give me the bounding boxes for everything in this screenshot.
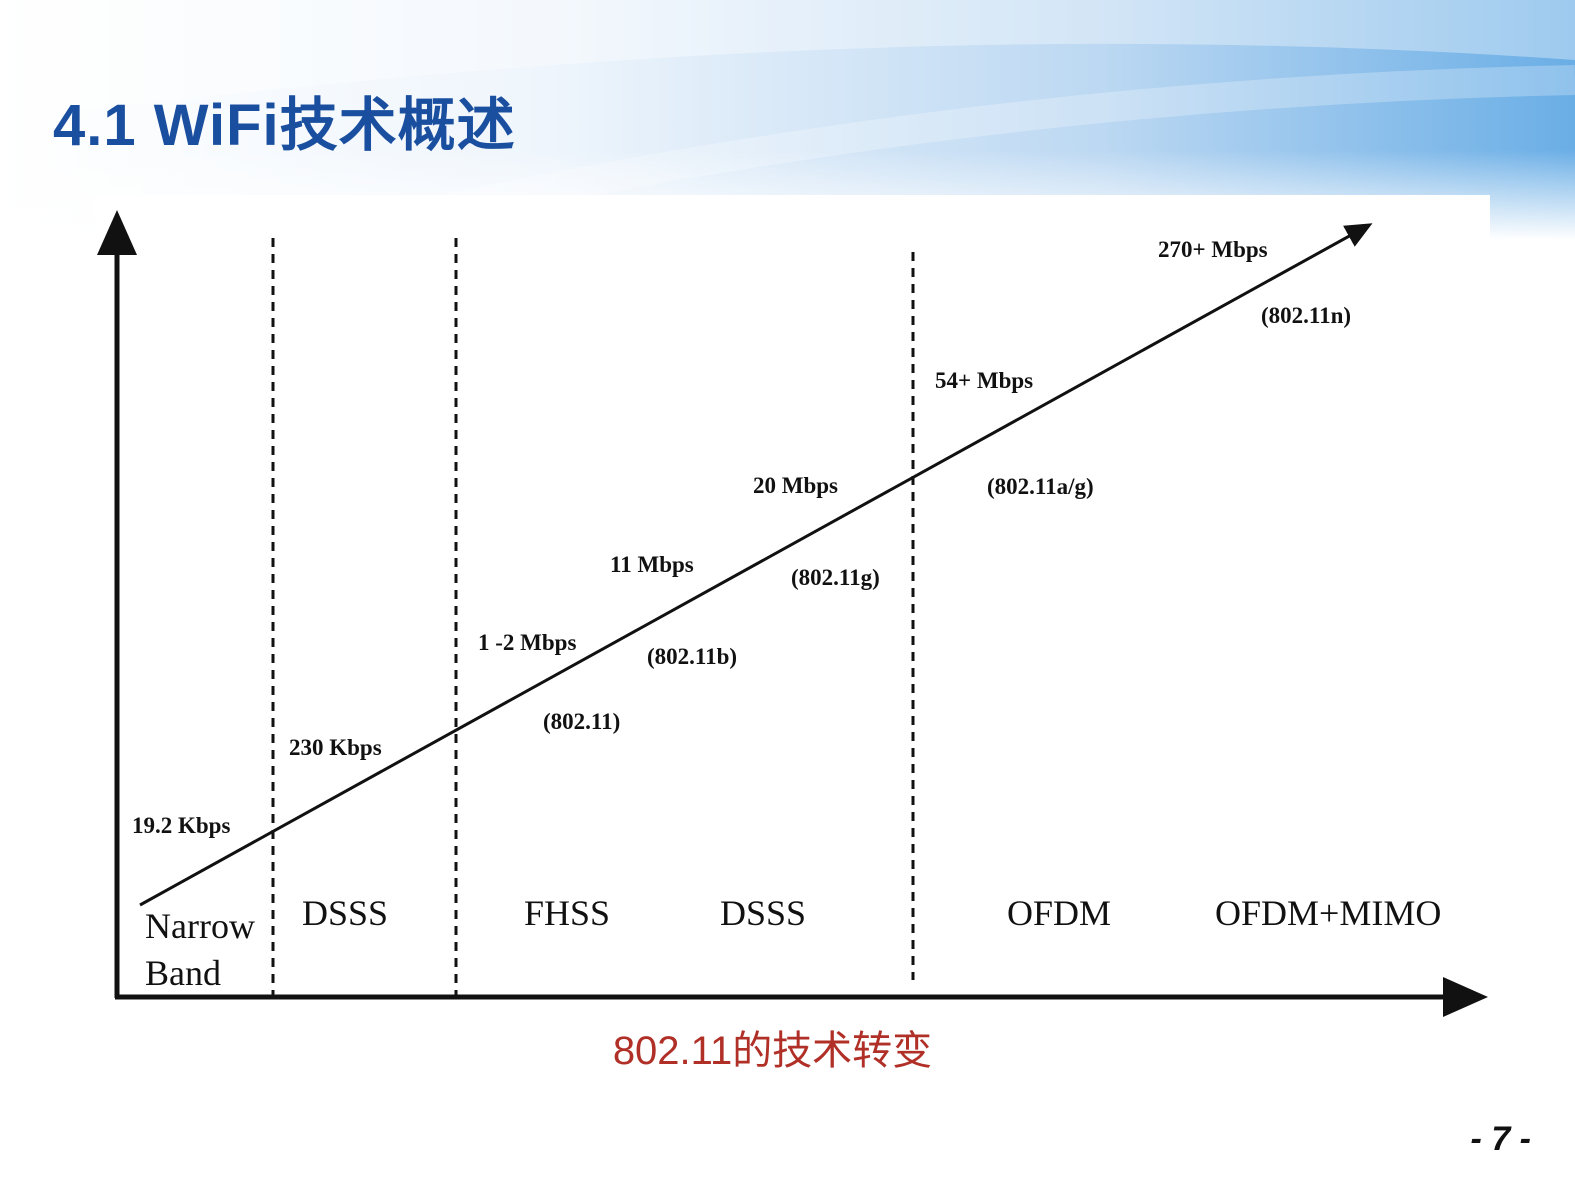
growth-trend-line bbox=[139, 223, 1373, 907]
standard-label: (802.11g) bbox=[791, 565, 880, 590]
rate-label: 20 Mbps bbox=[753, 473, 838, 498]
rate-label: 11 Mbps bbox=[610, 552, 694, 577]
standard-label: (802.11n) bbox=[1261, 303, 1351, 328]
rate-label: 270+ Mbps bbox=[1158, 237, 1268, 262]
rate-label: 54+ Mbps bbox=[935, 368, 1033, 393]
technology-label: OFDM+MIMO bbox=[1215, 893, 1441, 933]
rate-label: 19.2 Kbps bbox=[132, 813, 230, 838]
diagram-caption: 802.11的技术转变 bbox=[0, 1018, 1575, 1076]
technology-label: DSSS bbox=[302, 893, 388, 933]
technology-label: FHSS bbox=[524, 893, 610, 933]
technology-label: Band bbox=[145, 953, 221, 993]
caption-text: 802.11的技术转变 bbox=[612, 1029, 933, 1073]
technology-label: OFDM bbox=[1007, 893, 1111, 933]
rate-label: 230 Kbps bbox=[289, 735, 382, 760]
standard-label: (802.11b) bbox=[647, 644, 737, 669]
diagram-panel bbox=[95, 195, 1490, 1030]
rate-label: 1 -2 Mbps bbox=[478, 630, 576, 655]
technology-label: DSSS bbox=[720, 893, 806, 933]
standard-label: (802.11a/g) bbox=[987, 474, 1094, 499]
slide-title: 4.1 WiFi技术概述 bbox=[53, 93, 516, 158]
standard-label: (802.11) bbox=[543, 709, 620, 734]
technology-label: Narrow bbox=[145, 906, 255, 946]
page-number: - 7 - bbox=[1470, 1120, 1531, 1158]
